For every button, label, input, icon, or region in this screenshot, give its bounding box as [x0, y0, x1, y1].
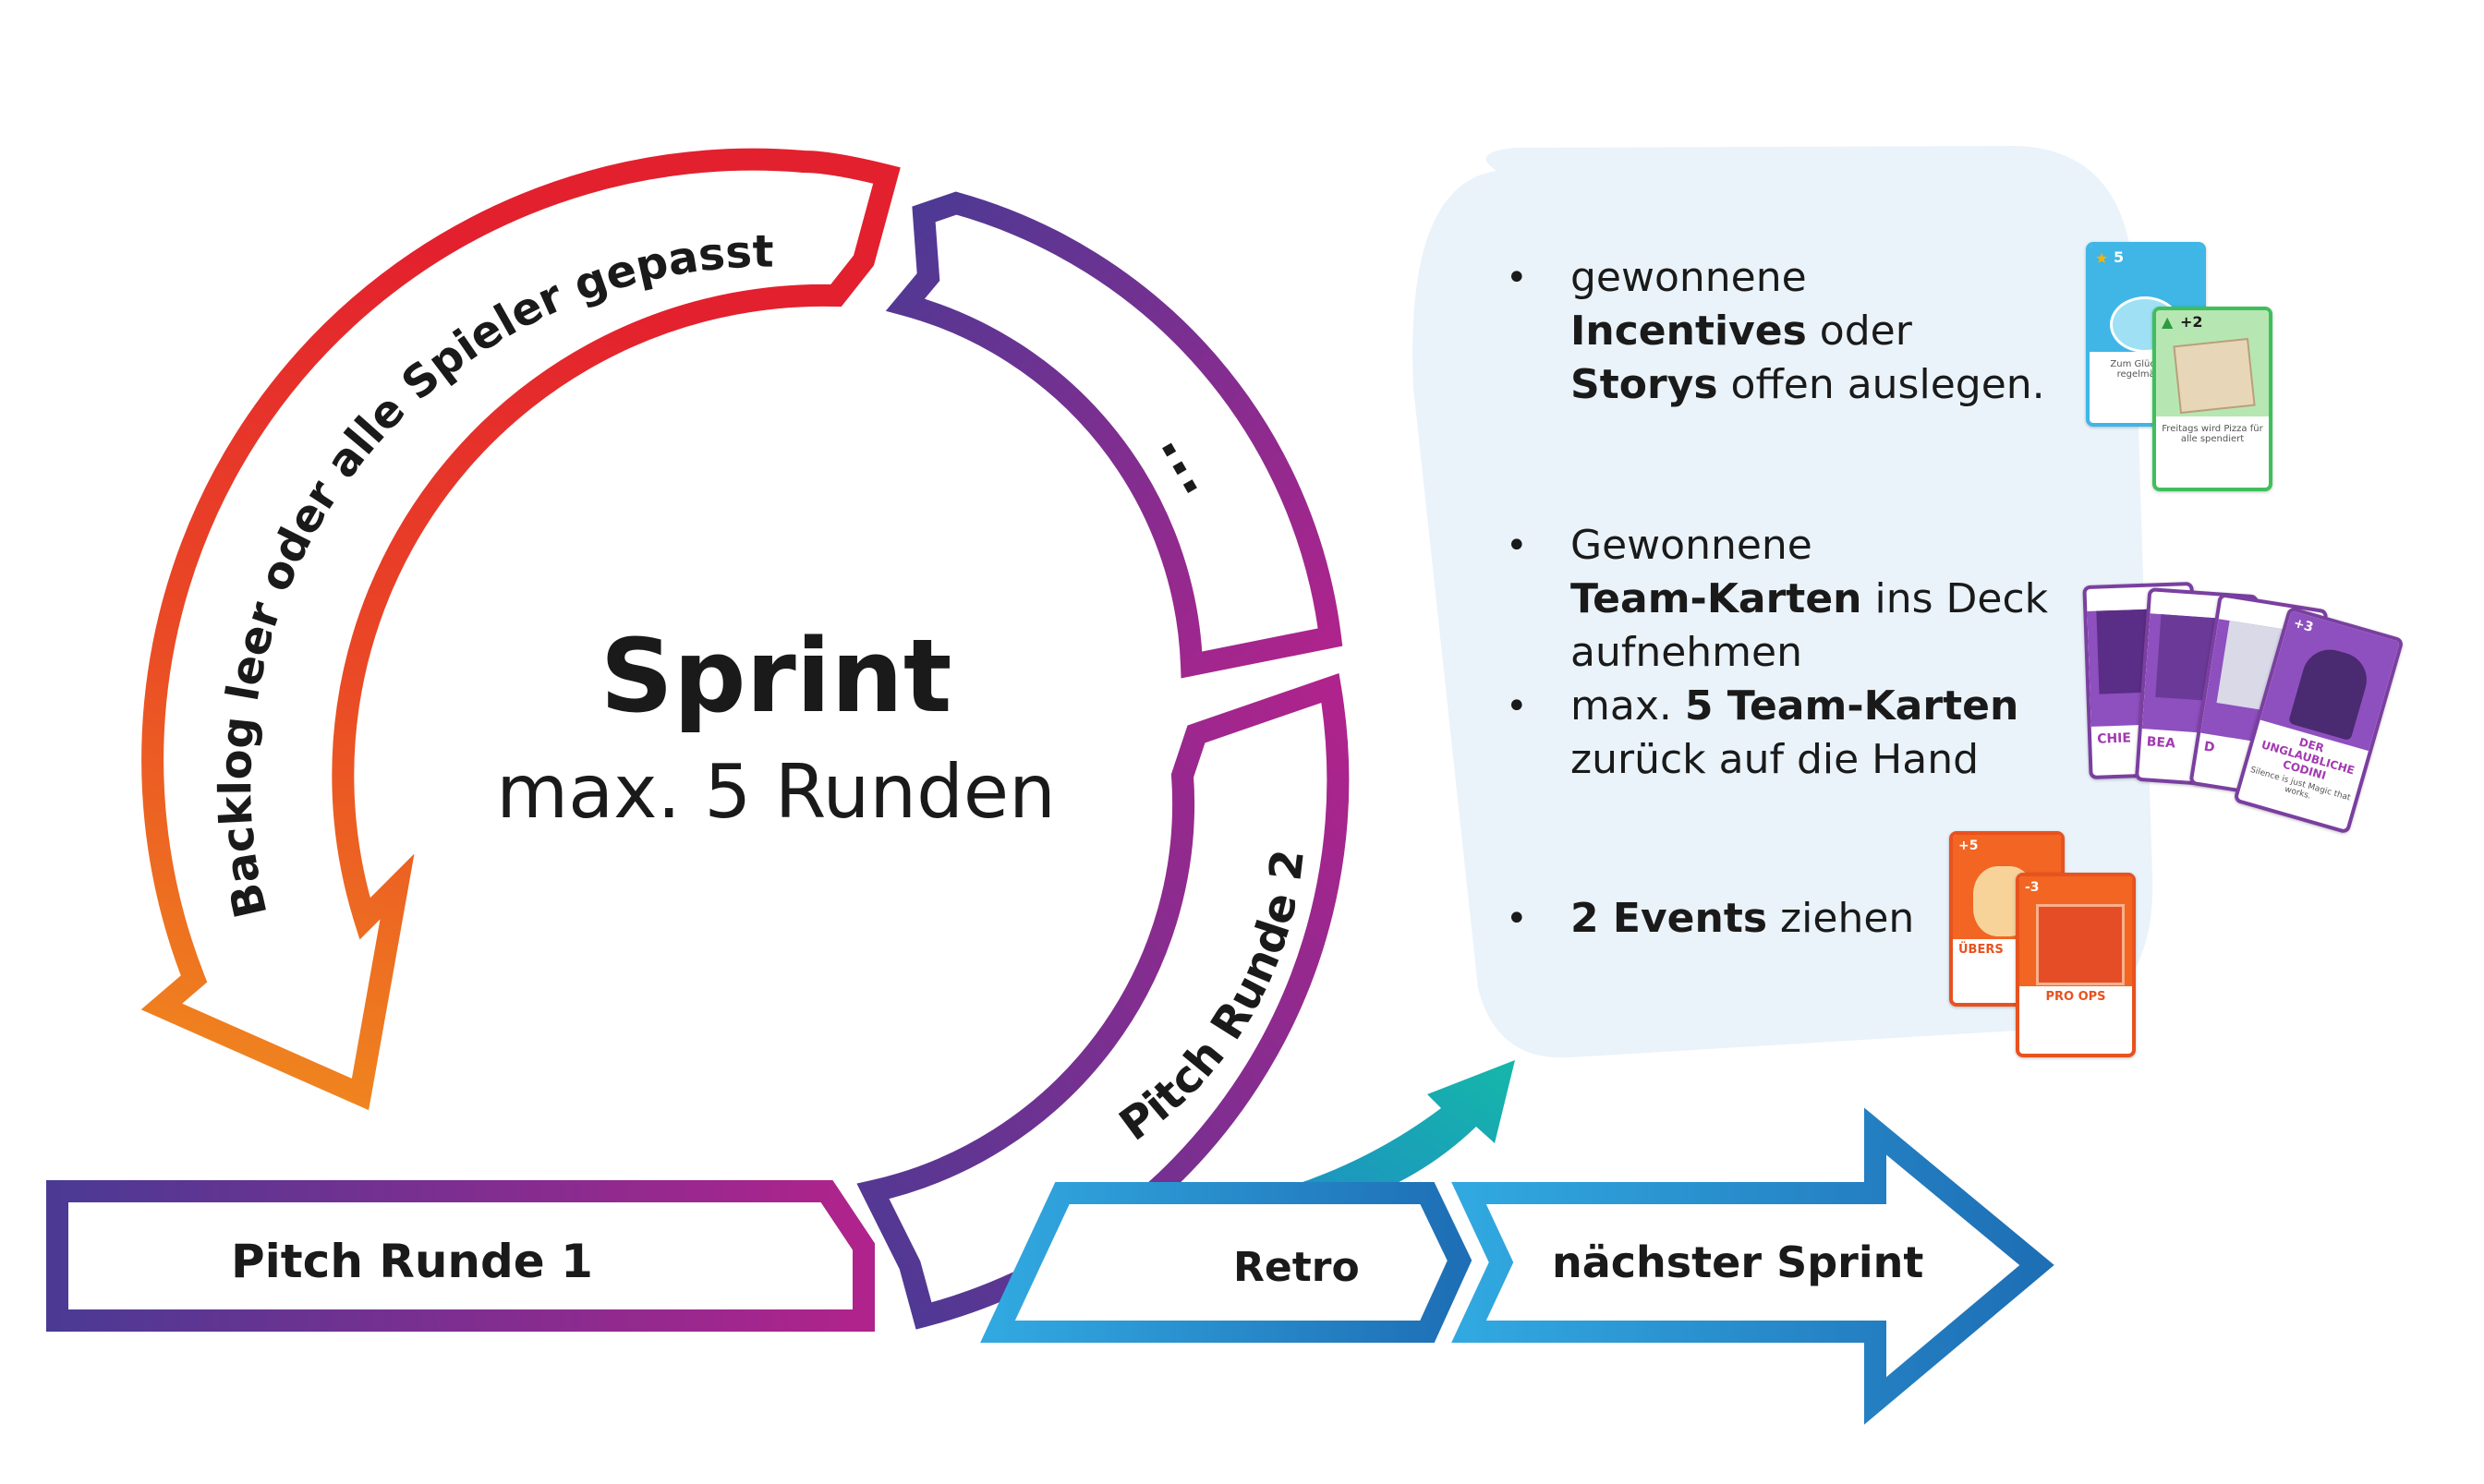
incentives-rest: oder [1806, 308, 1912, 355]
panel-item-events: 2 Events ziehen [1570, 892, 1914, 946]
hand-line-1: max. 5 Team-Karten [1570, 680, 2018, 733]
next-sprint-arrow [1451, 1107, 2054, 1425]
event-card-2: -3 PRO OPS [2016, 873, 2136, 1057]
storys-bold: Storys [1570, 361, 1718, 408]
sprint-title: Sprint [600, 617, 952, 735]
panel-item-hand: max. 5 Team-Karten zurück auf die Hand [1570, 680, 2018, 787]
story-text: Freitags wird Pizza für alle spendiert [2162, 424, 2263, 445]
event-card-1-value: +5 [1958, 839, 1979, 853]
event-card-2-title: PRO OPS [2045, 990, 2106, 1005]
events-line: 2 Events ziehen [1570, 892, 1914, 946]
team-cards-line-3: aufnehmen [1570, 629, 1803, 676]
story-icon: ▲ [2162, 313, 2174, 331]
event-card-2-value: -3 [2025, 880, 2040, 895]
magician-image [2287, 643, 2373, 742]
backlog-curved-arrow [140, 148, 901, 1111]
team-cards-line-1: Gewonnene [1570, 522, 1812, 569]
retro-label: Retro [1233, 1244, 1360, 1291]
pizza-box-image [2173, 337, 2256, 415]
team-cards-line-2: Team-Karten ins Deck [1570, 573, 2048, 626]
incentives-bold: Incentives [1570, 308, 1807, 355]
story-card: ▲ +2 Freitags wird Pizza für alle spendi… [2152, 307, 2272, 491]
storys-rest: offen auslegen. [1717, 361, 2045, 408]
incentive-value: 5 [2114, 248, 2125, 266]
event-card-1-title: ÜBERS [1958, 942, 2004, 957]
events-bold: 2 Events [1570, 895, 1768, 942]
hand-line-2: zurück auf die Hand [1570, 736, 1980, 783]
retro-up-arrow [1275, 1060, 1515, 1214]
incentive-text: Zum Glück m… regelmäßige [2110, 359, 2182, 380]
bullet-2: • [1506, 525, 1528, 567]
hand-pre: max. [1570, 682, 1685, 730]
ellipsis-curved-segment [885, 191, 1343, 679]
retro-chevron [980, 1182, 1472, 1343]
team-cards-bold: Team-Karten [1570, 575, 1862, 622]
sprint-subtitle: max. 5 Runden [496, 749, 1056, 835]
events-rest: ziehen [1767, 895, 1915, 942]
bullet-1: • [1506, 257, 1528, 299]
incentives-line-3: Storys offen auslegen. [1570, 358, 2045, 412]
next-sprint-label: nächster Sprint [1552, 1237, 1923, 1287]
incentives-line-1: gewonnene [1570, 254, 1807, 301]
team-cards-rest: ins Deck [1861, 575, 2049, 622]
bullet-3: • [1506, 685, 1528, 728]
story-value: +2 [2180, 313, 2203, 331]
event-card-2-image [2036, 904, 2125, 985]
hand-bold: 5 Team-Karten [1684, 682, 2019, 730]
pitch-round-1-label: Pitch Runde 1 [231, 1235, 593, 1288]
incentives-line-2: Incentives oder [1570, 305, 2045, 358]
pitch-round-1-arrow [46, 1180, 875, 1332]
trophy-icon: ★ [2095, 249, 2109, 267]
bullet-4: • [1506, 898, 1528, 940]
panel-item-team-cards: Gewonnene Team-Karten ins Deck aufnehmen [1570, 519, 2048, 680]
panel-item-incentives: gewonnene Incentives oder Storys offen a… [1570, 251, 2045, 412]
team-card-4-value: +3 [2291, 615, 2315, 636]
info-panel-background [1412, 146, 2153, 1058]
pitch-round-2-curved-segment [856, 673, 1350, 1330]
